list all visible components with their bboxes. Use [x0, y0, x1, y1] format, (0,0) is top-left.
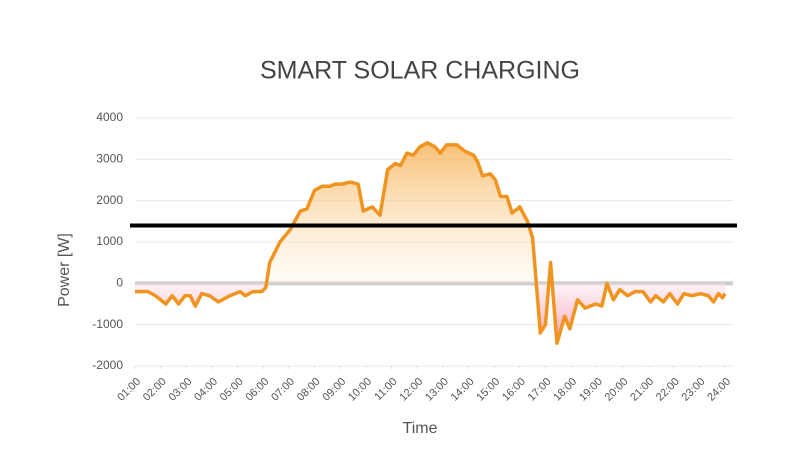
- x-tick-label: 24:00: [705, 376, 733, 404]
- power-line: [135, 141, 727, 346]
- x-tick-label: 11:00: [372, 376, 399, 403]
- y-tick-label: 4000: [96, 110, 123, 124]
- x-tick-label: 07:00: [269, 376, 297, 404]
- x-tick-label: 20:00: [603, 376, 631, 404]
- y-tick-label: -2000: [92, 358, 123, 372]
- x-tick-label: 19:00: [577, 376, 605, 404]
- y-tick-label: -1000: [92, 317, 123, 331]
- x-tick-label: 22:00: [654, 376, 682, 404]
- x-tick-label: 23:00: [680, 376, 708, 404]
- x-tick-label: 01:00: [115, 376, 143, 404]
- y-tick-label: 3000: [96, 152, 123, 166]
- y-tick-label: 2000: [96, 193, 123, 207]
- x-tick-label: 16:00: [500, 376, 528, 404]
- x-tick-label: 12:00: [397, 376, 425, 404]
- x-tick-label: 13:00: [423, 376, 451, 404]
- x-tick-label: 14:00: [449, 376, 477, 404]
- x-tick-label: 02:00: [141, 376, 169, 404]
- x-tick-label: 18:00: [551, 376, 579, 404]
- x-tick-label: 03:00: [167, 376, 195, 404]
- x-tick-label: 15:00: [474, 376, 502, 404]
- y-tick-label: 0: [116, 276, 123, 290]
- chart-title: SMART SOLAR CHARGING: [260, 57, 580, 85]
- x-axis-label: Time: [403, 420, 438, 437]
- x-tick-label: 05:00: [218, 376, 246, 404]
- x-tick-label: 06:00: [243, 376, 271, 404]
- y-axis-label: Power [W]: [56, 233, 73, 307]
- x-tick-label: 09:00: [320, 376, 348, 404]
- y-tick-label: 1000: [96, 234, 123, 248]
- x-tick-label: 08:00: [295, 376, 323, 404]
- x-tick-label: 10:00: [346, 376, 374, 404]
- positive-area: [135, 142, 725, 284]
- x-tick-label: 17:00: [526, 376, 554, 404]
- x-tick-label: 04:00: [192, 376, 220, 404]
- x-tick-label: 21:00: [628, 376, 656, 404]
